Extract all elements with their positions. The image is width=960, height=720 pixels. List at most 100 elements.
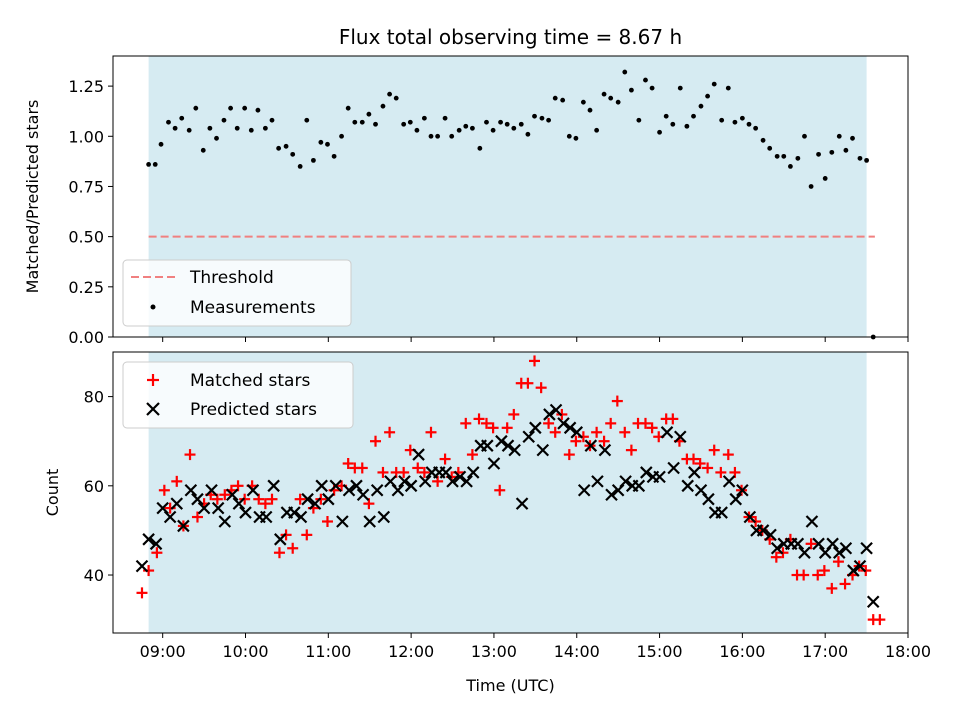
predicted-star-point [177, 519, 190, 533]
x-tick-label: 11:00 [305, 642, 351, 661]
matched-star-point [639, 417, 651, 429]
x-tick-label: 10:00 [222, 642, 268, 661]
predicted-star-point [508, 443, 521, 457]
predicted-star-point [246, 483, 260, 497]
measurement-point [546, 117, 551, 123]
predicted-star-point [743, 510, 757, 524]
predicted-star-point [847, 564, 860, 577]
predicted-star-point [398, 475, 411, 488]
predicted-star-point [770, 541, 784, 555]
matched-star-point [439, 453, 451, 465]
matched-star-point [598, 435, 610, 447]
predicted-star-point [329, 479, 343, 493]
measurement-point [498, 119, 503, 125]
matched-star-point [667, 413, 679, 425]
matched-star-point [466, 449, 478, 461]
legend-matched-label: Matched stars [190, 371, 310, 391]
predicted-star-point [259, 510, 273, 524]
predicted-star-point [322, 492, 335, 506]
predicted-star-point [232, 497, 246, 510]
measurement-point [670, 121, 676, 127]
measurement-point [608, 95, 614, 101]
measurement-point [248, 127, 254, 133]
matched-star-point [501, 422, 513, 434]
matched-star-point [874, 614, 886, 626]
measurement-point [643, 77, 648, 83]
matched-star-point [487, 422, 499, 434]
predicted-star-point [239, 506, 252, 519]
measurement-point [269, 117, 275, 123]
predicted-star-point [350, 479, 363, 493]
y-tick-label: 40 [84, 566, 104, 585]
predicted-star-point [715, 506, 728, 519]
matched-star-point [563, 449, 575, 461]
predicted-star-point [481, 439, 494, 452]
predicted-star-point [577, 483, 591, 497]
measurement-point [172, 125, 178, 131]
matched-star-point [432, 475, 444, 487]
matched-stars-series [136, 355, 886, 626]
matched-star-point [473, 413, 485, 425]
predicted-star-point [274, 533, 287, 546]
predicted-star-point [791, 537, 805, 551]
bottom-axes: 40 60 80 09:00 10:00 11:00 12:00 13:00 14:00 15:0… [84, 351, 931, 661]
measurement-point [573, 135, 579, 141]
matched-star-point [570, 435, 582, 447]
legend-threshold-label: Threshold [189, 268, 274, 288]
predicted-star-point [536, 443, 550, 457]
measurement-point [186, 127, 192, 133]
measurement-point [352, 119, 358, 125]
matched-star-point [301, 529, 313, 541]
predicted-star-point [522, 430, 535, 444]
measurement-point [146, 161, 152, 167]
matched-star-point [839, 578, 851, 590]
predicted-star-point [308, 497, 322, 510]
predicted-star-point [149, 537, 163, 551]
matched-star-point [535, 382, 547, 394]
predicted-star-point [805, 515, 819, 528]
measurement-point [193, 105, 199, 111]
predicted-star-point [163, 510, 177, 524]
bottom-legend: Matched stars Predicted stars [122, 361, 354, 429]
predicted-star-point [363, 515, 376, 528]
measurement-point [393, 95, 399, 101]
predicted-star-point [563, 421, 577, 435]
matched-star-point [356, 462, 368, 474]
matched-star-point [625, 444, 637, 456]
measurement-point [359, 119, 365, 125]
measurement-point [725, 85, 731, 91]
matched-star-point [729, 466, 741, 478]
top-axes: 0.00 0.25 0.50 0.75 1.00 1.25 [68, 55, 909, 347]
measurement-point [601, 91, 607, 97]
matched-star-point [253, 493, 265, 505]
matched-star-point [770, 551, 782, 563]
predicted-star-point [301, 492, 314, 506]
measurement-point [504, 121, 510, 127]
measurement-point [629, 87, 634, 93]
measurements-series [146, 69, 876, 340]
predicted-star-point [584, 439, 598, 452]
matched-star-point [219, 489, 231, 501]
counts-panel: 40 60 80 09:00 10:00 11:00 12:00 13:00 14:00 15:0… [43, 351, 931, 695]
matched-star-point [529, 355, 541, 367]
measurement-point [816, 151, 821, 157]
predicted-star-point [191, 492, 204, 506]
measurement-point [166, 119, 171, 125]
measurement-point [511, 125, 517, 131]
measurement-point [615, 99, 621, 105]
measurement-point [753, 125, 759, 131]
measurement-point [518, 121, 524, 127]
measurement-point [456, 127, 462, 133]
measurement-point [283, 143, 289, 149]
matched-star-point [688, 453, 700, 465]
measurement-point [711, 81, 717, 87]
x-tick-label: 14:00 [554, 642, 600, 661]
measurement-point [304, 117, 310, 123]
matched-star-point [398, 466, 410, 478]
measurement-point [539, 115, 545, 121]
predicted-star-point [418, 475, 432, 488]
measurement-point [739, 115, 745, 121]
x-tick-label: 12:00 [388, 642, 434, 661]
measurement-point [767, 145, 773, 151]
